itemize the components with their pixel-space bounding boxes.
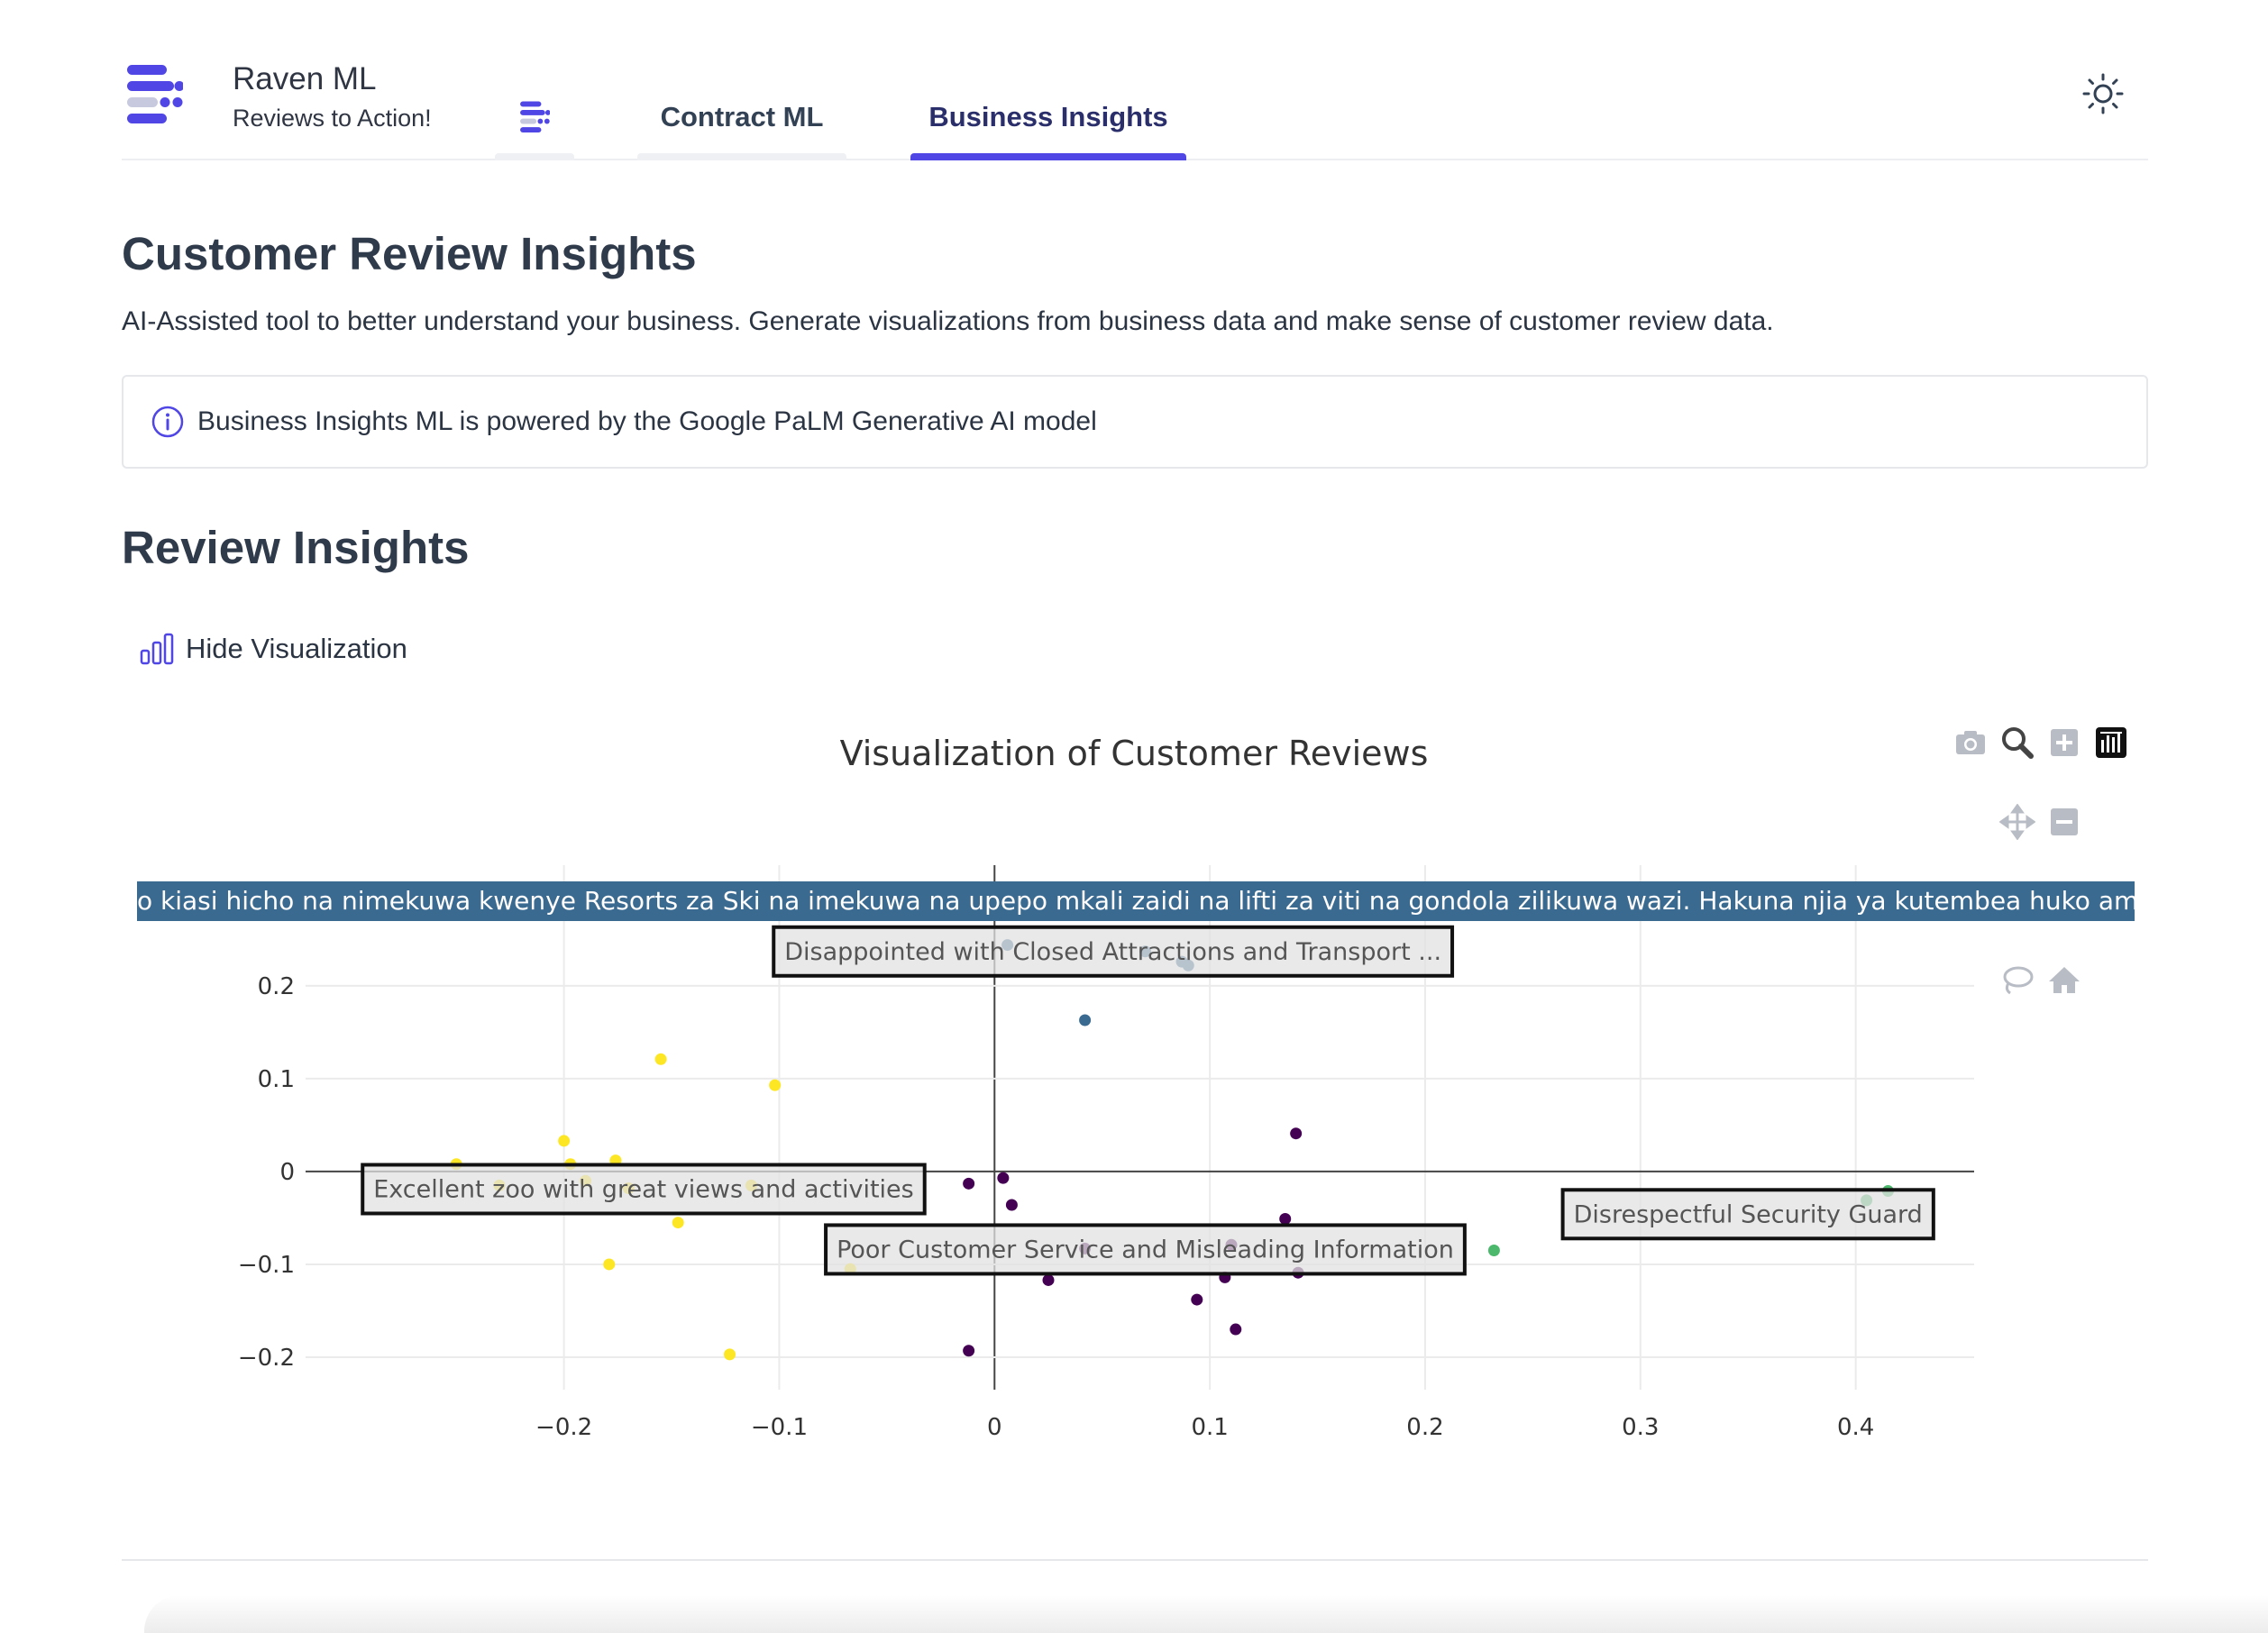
lasso-icon[interactable] <box>1999 962 2035 999</box>
home-icon[interactable] <box>2046 962 2082 999</box>
scatter-plot[interactable]: −0.2−0.100.10.20.30.40.30.20.10−0.1−0.2E… <box>0 0 2268 1532</box>
info-icon <box>151 406 184 438</box>
page-description: AI-Assisted tool to better understand yo… <box>122 306 1774 336</box>
cluster-label-box <box>1560 1188 1935 1241</box>
info-text: Business Insights ML is powered by the G… <box>197 406 1097 436</box>
x-tick-label: 0.2 <box>1406 1414 1443 1441</box>
data-point[interactable] <box>1290 1127 1303 1140</box>
data-point[interactable] <box>1005 1199 1018 1211</box>
y-tick-label: −0.1 <box>238 1252 295 1279</box>
data-point[interactable] <box>654 1053 667 1065</box>
zoom-icon[interactable] <box>1999 725 2035 761</box>
tab-home[interactable] <box>495 74 574 160</box>
autoscale-icon[interactable] <box>2093 725 2129 761</box>
y-tick-label: −0.2 <box>238 1345 295 1372</box>
pan-icon[interactable] <box>1999 804 2035 840</box>
tab-underline <box>495 153 574 160</box>
data-point[interactable] <box>769 1079 782 1091</box>
data-point[interactable] <box>1279 1212 1292 1225</box>
hover-tooltip: o kiasi hicho na nimekuwa kwenye Resorts… <box>137 881 2135 921</box>
hide-visualization-button[interactable]: Hide Visualization <box>139 631 407 667</box>
cluster-label-box <box>772 925 1455 978</box>
x-tick-label: −0.1 <box>751 1414 808 1441</box>
tab-label: Contract ML <box>660 101 824 132</box>
x-tick-label: 0.1 <box>1191 1414 1228 1441</box>
tab-underline-active <box>910 153 1186 160</box>
cluster-label-text: Disrespectful Security Guard <box>1574 1200 1923 1228</box>
data-point[interactable] <box>963 1345 975 1357</box>
tab-business-insights[interactable]: Business Insights <box>910 74 1186 160</box>
tab-label: Business Insights <box>928 101 1168 132</box>
zoom-out-icon[interactable] <box>2046 804 2082 840</box>
x-tick-label: 0.4 <box>1837 1414 1874 1441</box>
x-tick-label: 0 <box>987 1414 1002 1441</box>
y-tick-label: 0.2 <box>258 973 295 1000</box>
top-nav: Raven ML Reviews to Action! Contract ML … <box>122 36 2148 160</box>
app-tagline: Reviews to Action! <box>233 105 432 132</box>
cluster-label-text: Disappointed with Closed Attractions and… <box>784 938 1441 966</box>
chart-title: Visualization of Customer Reviews <box>839 734 1429 773</box>
data-point[interactable] <box>672 1217 684 1229</box>
cluster-label: Disappointed with Closed Attractions and… <box>772 925 1455 978</box>
cluster-label: Disrespectful Security Guard <box>1560 1188 1935 1241</box>
raven-logo-icon <box>520 101 550 132</box>
cluster-label: Poor Customer Service and Misleading Inf… <box>824 1223 1467 1276</box>
tab-contract-ml[interactable]: Contract ML <box>637 74 846 160</box>
data-point[interactable] <box>1487 1244 1500 1256</box>
cluster-label-text: Poor Customer Service and Misleading Inf… <box>837 1236 1454 1264</box>
hide-visualization-label: Hide Visualization <box>186 633 407 664</box>
sun-icon[interactable] <box>2081 72 2125 115</box>
raven-logo-icon[interactable] <box>125 61 183 128</box>
y-tick-label: 0.1 <box>258 1066 295 1093</box>
cluster-label-text: Excellent zoo with great views and activ… <box>373 1175 913 1203</box>
data-point[interactable] <box>724 1348 736 1361</box>
data-point[interactable] <box>558 1135 571 1147</box>
zoom-in-icon[interactable] <box>2046 725 2082 761</box>
y-tick-label: 0 <box>279 1159 295 1186</box>
data-point[interactable] <box>963 1177 975 1190</box>
data-point[interactable] <box>1042 1273 1055 1286</box>
data-point[interactable] <box>1191 1293 1203 1306</box>
data-point[interactable] <box>1079 1014 1092 1026</box>
cluster-label: Excellent zoo with great views and activ… <box>361 1163 927 1216</box>
bottom-panel-edge <box>144 1595 2268 1633</box>
data-point[interactable] <box>603 1258 616 1271</box>
tab-underline <box>637 153 846 160</box>
cluster-label-box <box>361 1163 927 1216</box>
data-point[interactable] <box>997 1172 1010 1184</box>
cluster-label-box <box>824 1223 1467 1276</box>
x-tick-label: −0.2 <box>535 1414 592 1441</box>
camera-icon[interactable] <box>1952 725 1989 761</box>
bar-chart-icon <box>140 633 174 665</box>
footer-divider <box>122 1559 2148 1561</box>
page-title: Customer Review Insights <box>122 228 697 279</box>
section-title: Review Insights <box>122 522 470 573</box>
app-name: Raven ML <box>233 61 377 96</box>
info-alert: Business Insights ML is powered by the G… <box>122 375 2148 469</box>
data-point[interactable] <box>1230 1323 1242 1336</box>
x-tick-label: 0.3 <box>1622 1414 1659 1441</box>
